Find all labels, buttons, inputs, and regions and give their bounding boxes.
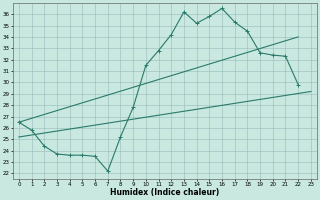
X-axis label: Humidex (Indice chaleur): Humidex (Indice chaleur) xyxy=(110,188,220,197)
